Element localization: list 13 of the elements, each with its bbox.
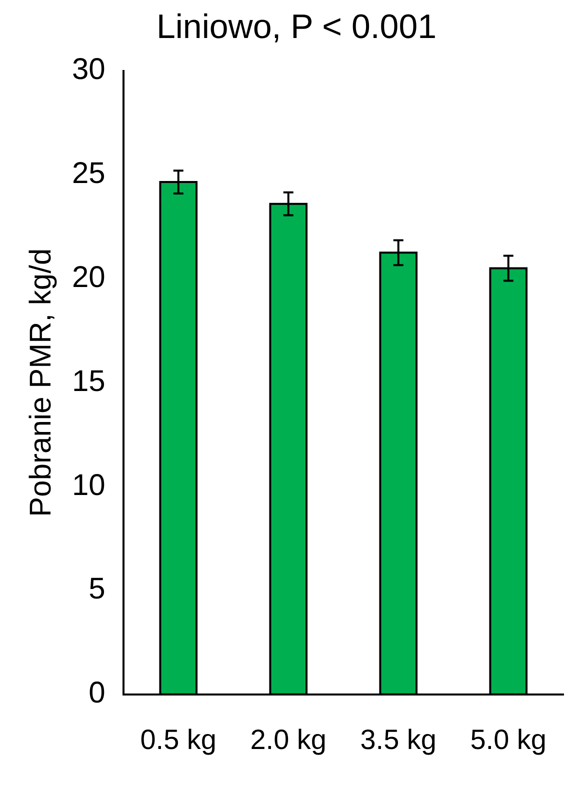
- y-tick-label: 30: [72, 53, 106, 86]
- x-tick-label: 2.0 kg: [250, 724, 327, 755]
- y-axis-title: Pobranie PMR, kg/d: [24, 248, 58, 517]
- y-tick-label: 10: [72, 468, 106, 502]
- x-tick-label: 0.5 kg: [140, 724, 217, 755]
- x-tick-label: 5.0 kg: [470, 724, 547, 755]
- y-tick-label: 25: [72, 157, 106, 190]
- y-tick-label: 5: [88, 572, 106, 606]
- y-tick-label: 0: [88, 676, 106, 710]
- y-tick-label: 15: [72, 364, 106, 398]
- y-tick-label: 20: [72, 260, 106, 294]
- x-tick-label: 3.5 kg: [360, 724, 437, 755]
- chart-title: Liniowo, P < 0.001: [156, 8, 437, 46]
